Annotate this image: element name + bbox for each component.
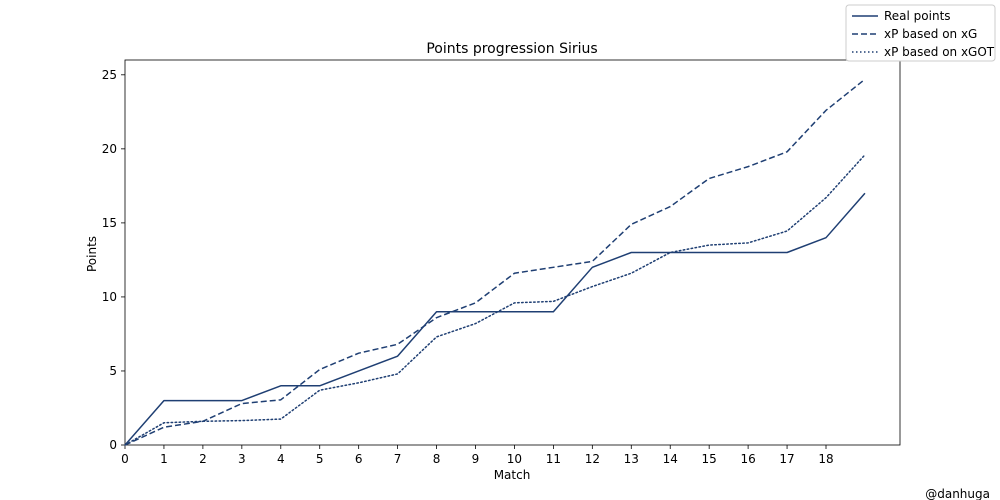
y-tick-label: 10 [102,290,117,304]
x-axis: 0 1 2 3 4 5 6 7 8 9 10 11 12 13 14 15 16 17 18 [121,445,834,466]
y-tick-label: 5 [109,364,117,378]
y-axis-label: Points [85,236,99,272]
x-tick-label: 15 [702,452,717,466]
series-line-dashed [124,78,866,446]
x-tick-label: 1 [160,452,168,466]
x-tick-label: 2 [199,452,207,466]
chart-title: Points progression Sirius [426,41,597,57]
legend: Real points xP based on xG xP based on xGO… [845,4,996,62]
x-axis-label: Match [494,468,531,482]
x-tick-label: 16 [740,452,755,466]
x-tick-label: 9 [472,452,480,466]
y-tick-label: 20 [102,142,117,156]
x-tick-label: 11 [546,452,561,466]
x-tick-label: 8 [433,452,441,466]
x-tick-label: 18 [818,452,833,466]
legend-label: xP based on xGOT [884,45,995,59]
legend-box [845,4,996,62]
y-tick-label: 25 [102,68,117,82]
watermark-text: @danhuga [925,487,990,500]
legend-label: xP based on xG [884,27,977,41]
x-tick-label: 3 [238,452,246,466]
x-tick-label: 10 [507,452,522,466]
x-tick-label: 5 [316,452,324,466]
x-tick-label: 6 [355,452,363,466]
plot-area [124,59,901,446]
series-line-dotted [124,154,866,446]
series-layer [124,78,866,446]
y-tick-label: 15 [102,216,117,230]
y-axis: 0 5 10 15 20 25 [102,68,125,452]
plot-frame [124,59,901,446]
series-line-solid [124,192,866,446]
x-tick-label: 7 [394,452,402,466]
x-tick-label: 0 [121,452,129,466]
x-tick-label: 14 [663,452,678,466]
x-tick-label: 12 [585,452,600,466]
x-tick-label: 13 [624,452,639,466]
y-tick-label: 0 [109,438,117,452]
x-tick-label: 4 [277,452,285,466]
legend-label: Real points [884,9,951,23]
x-tick-label: 17 [779,452,794,466]
